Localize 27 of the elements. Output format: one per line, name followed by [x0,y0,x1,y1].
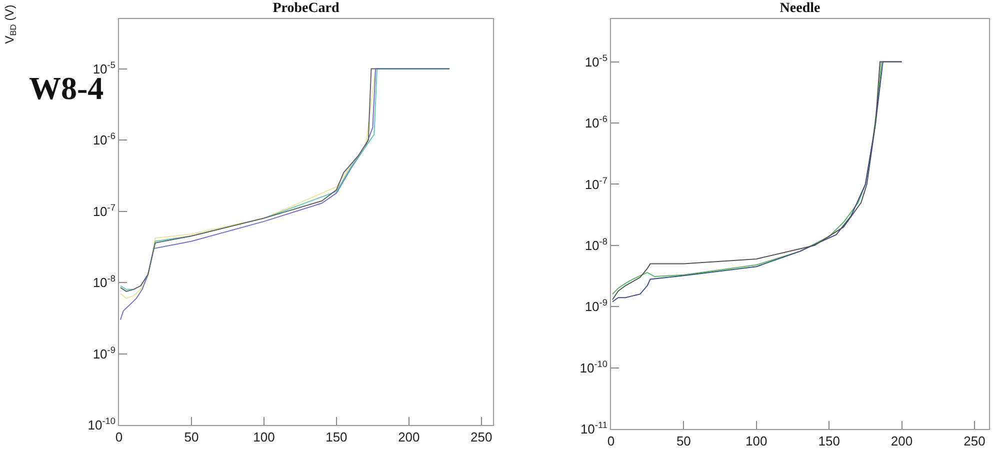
y-tick-label: 10$^{-10}$ [88,416,116,433]
x-tick-label: 50 [676,434,691,449]
y-tick-label: 10$^{-7}$ [92,202,116,219]
x-tick-label: 250 [470,430,492,445]
x-tick-label: 200 [890,434,913,449]
y-tick-label: 10$^{-9}$ [584,298,608,314]
x-tick-label: 0 [607,434,615,449]
y-tick-label: 10$^{-6}$ [584,114,608,131]
x-tick-label: 50 [184,430,199,445]
y-tick-label: 10$^{-9}$ [92,344,116,362]
x-tick-label: 250 [964,434,986,449]
line-series [120,68,376,299]
y-tick-label: 10$^{-5}$ [584,52,608,70]
y-tick-label: 10$^{-8}$ [92,274,116,290]
x-tick-label: 0 [115,430,123,445]
x-tick-label: 150 [818,434,840,449]
x-tick-label: 100 [253,430,275,445]
y-tick-label: 10$^{-8}$ [584,236,608,253]
chart-title: Needle [780,1,820,16]
y-tick-label: 10$^{-11}$ [580,420,608,437]
y-tick-label: 10$^{-6}$ [92,131,116,148]
x-tick-label: 150 [326,430,348,445]
chart-title: ProbeCard [272,1,340,16]
x-tick-label: 200 [398,430,420,445]
x-tick-label: 100 [746,434,768,449]
y-tick-label: 10$^{-7}$ [584,175,608,192]
y-tick-label: 10$^{-10}$ [580,358,608,376]
